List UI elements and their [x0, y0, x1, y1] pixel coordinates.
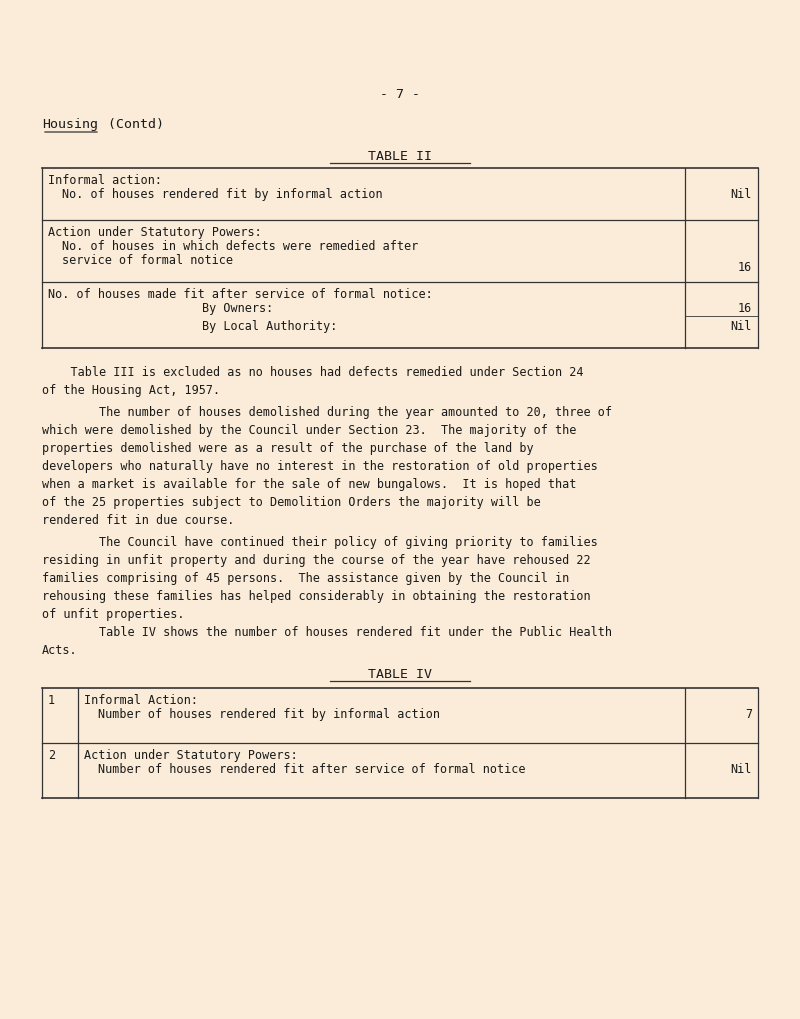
Text: Nil: Nil [730, 763, 752, 776]
Text: No. of houses rendered fit by informal action: No. of houses rendered fit by informal a… [62, 187, 382, 201]
Text: 7: 7 [745, 708, 752, 721]
Text: Number of houses rendered fit by informal action: Number of houses rendered fit by informa… [98, 708, 440, 721]
Text: Table III is excluded as no houses had defects remedied under Section 24
of the : Table III is excluded as no houses had d… [42, 366, 583, 397]
Text: By Local Authority:: By Local Authority: [202, 320, 338, 333]
Text: Informal Action:: Informal Action: [84, 694, 198, 707]
Text: No. of houses in which defects were remedied after: No. of houses in which defects were reme… [62, 240, 418, 253]
Text: - 7 -: - 7 - [380, 88, 420, 101]
Text: 2: 2 [48, 749, 55, 762]
Text: The number of houses demolished during the year amounted to 20, three of
which w: The number of houses demolished during t… [42, 406, 612, 527]
Text: 16: 16 [738, 302, 752, 315]
Text: 1: 1 [48, 694, 55, 707]
Text: By Owners:: By Owners: [202, 302, 274, 315]
Text: (Contd): (Contd) [100, 118, 164, 131]
Text: Action under Statutory Powers:: Action under Statutory Powers: [48, 226, 262, 239]
Text: Nil: Nil [730, 320, 752, 333]
Text: TABLE IV: TABLE IV [368, 668, 432, 681]
Text: TABLE II: TABLE II [368, 150, 432, 163]
Text: Table IV shows the number of houses rendered fit under the Public Health
Acts.: Table IV shows the number of houses rend… [42, 626, 612, 657]
Text: service of formal notice: service of formal notice [62, 254, 233, 267]
Text: Housing: Housing [42, 118, 98, 131]
Text: The Council have continued their policy of giving priority to families
residing : The Council have continued their policy … [42, 536, 598, 621]
Text: Nil: Nil [730, 187, 752, 201]
Text: 16: 16 [738, 261, 752, 274]
Text: Informal action:: Informal action: [48, 174, 162, 187]
Text: Action under Statutory Powers:: Action under Statutory Powers: [84, 749, 298, 762]
Text: No. of houses made fit after service of formal notice:: No. of houses made fit after service of … [48, 288, 433, 301]
Text: Number of houses rendered fit after service of formal notice: Number of houses rendered fit after serv… [98, 763, 526, 776]
